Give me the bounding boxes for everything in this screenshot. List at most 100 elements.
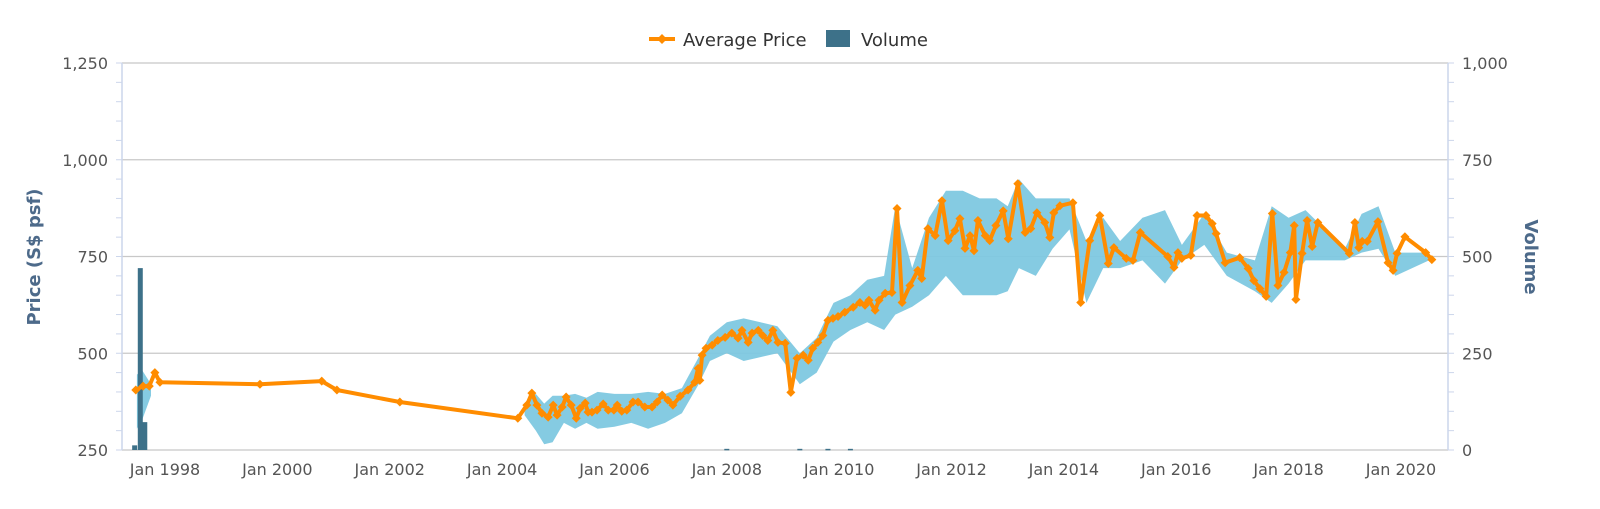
y-axis-right-title: Volume bbox=[1520, 219, 1541, 294]
price-point-marker bbox=[144, 381, 154, 391]
price-point-marker bbox=[622, 405, 632, 415]
price-point-marker bbox=[155, 377, 165, 387]
gridlines bbox=[122, 62, 1448, 451]
price-point-marker bbox=[1302, 216, 1312, 226]
y-axis-left-title: Price (S$ psf) bbox=[24, 188, 45, 325]
price-point-marker bbox=[905, 281, 915, 291]
price-point-marker bbox=[1261, 291, 1271, 301]
price-point-marker bbox=[1020, 228, 1030, 238]
price-point-marker bbox=[1267, 209, 1277, 219]
price-point-marker bbox=[985, 236, 995, 246]
y-right-tick-label: 0 bbox=[1462, 441, 1472, 460]
y-left-tick-label: 750 bbox=[77, 248, 108, 267]
price-point-marker bbox=[548, 400, 558, 410]
price-point-marker bbox=[780, 338, 790, 348]
price-point-marker bbox=[513, 413, 523, 423]
price-point-marker bbox=[592, 405, 602, 415]
price-point-marker bbox=[1211, 229, 1221, 239]
price-point-marker bbox=[1128, 255, 1138, 265]
price-point-marker bbox=[763, 335, 773, 345]
x-tick-label: Jan 2012 bbox=[915, 460, 986, 479]
price-point-marker bbox=[833, 311, 843, 321]
price-point-marker bbox=[773, 337, 783, 347]
price-point-marker bbox=[870, 305, 880, 315]
price-point-marker bbox=[808, 343, 818, 353]
price-point-marker bbox=[640, 402, 650, 412]
price-point-marker bbox=[1279, 267, 1289, 277]
volume-bar bbox=[797, 448, 803, 451]
price-point-marker bbox=[1307, 241, 1317, 251]
x-tick-label: Jan 2008 bbox=[691, 460, 762, 479]
price-point-marker bbox=[683, 385, 693, 395]
price-point-marker bbox=[1392, 248, 1402, 258]
price-point-marker bbox=[753, 325, 763, 335]
x-tick-label: Jan 2016 bbox=[1140, 460, 1211, 479]
price-point-marker bbox=[527, 388, 537, 398]
price-point-marker bbox=[1055, 201, 1065, 211]
price-point-marker bbox=[798, 350, 808, 360]
price-point-marker bbox=[707, 340, 717, 350]
price-point-marker bbox=[768, 325, 778, 335]
price-point-marker bbox=[1220, 258, 1230, 268]
legend-item-volume[interactable]: Volume bbox=[826, 30, 928, 51]
x-tick-label: Jan 2002 bbox=[353, 460, 424, 479]
volume-bar bbox=[724, 448, 730, 451]
y-left-tick-label: 1,250 bbox=[62, 54, 108, 73]
price-point-marker bbox=[1427, 255, 1437, 265]
price-point-marker bbox=[923, 224, 933, 234]
price-point-marker bbox=[887, 287, 897, 297]
price-point-marker bbox=[1421, 248, 1431, 258]
price-point-marker bbox=[737, 325, 747, 335]
price-point-marker bbox=[917, 274, 927, 284]
price-point-marker bbox=[1095, 210, 1105, 220]
x-tick-label: Jan 2018 bbox=[1252, 460, 1323, 479]
price-point-marker bbox=[612, 400, 622, 410]
x-tick-label: Jan 2006 bbox=[578, 460, 649, 479]
price-point-marker bbox=[633, 397, 643, 407]
price-point-marker bbox=[537, 408, 547, 418]
price-point-marker bbox=[1103, 258, 1113, 268]
x-tick-label: Jan 2020 bbox=[1365, 460, 1436, 479]
legend-label-volume: Volume bbox=[861, 30, 928, 51]
price-point-marker bbox=[552, 410, 562, 420]
price-point-marker bbox=[1207, 219, 1217, 229]
price-point-marker bbox=[969, 246, 979, 256]
price-point-marker bbox=[575, 403, 585, 413]
price-point-marker bbox=[758, 330, 768, 340]
price-point-marker bbox=[1285, 248, 1295, 258]
volume-bar bbox=[825, 448, 831, 451]
price-point-marker bbox=[532, 400, 542, 410]
price-point-marker bbox=[131, 385, 141, 395]
volume-bar bbox=[132, 445, 138, 450]
price-point-marker bbox=[991, 221, 1001, 231]
price-point-marker bbox=[522, 400, 532, 410]
volume-bar bbox=[847, 448, 853, 451]
price-point-marker bbox=[1163, 252, 1173, 261]
price-point-marker bbox=[571, 413, 581, 423]
price-point-marker bbox=[1013, 179, 1023, 189]
price-point-marker bbox=[1068, 198, 1078, 208]
price-point-marker bbox=[943, 236, 953, 246]
price-point-marker bbox=[743, 337, 753, 347]
price-point-marker bbox=[1400, 232, 1410, 242]
price-point-marker bbox=[950, 226, 960, 236]
y-right-tick-label: 1,000 bbox=[1462, 54, 1508, 73]
volume-bar bbox=[137, 268, 143, 450]
price-point-marker bbox=[1003, 234, 1013, 244]
legend-label-average-price: Average Price bbox=[683, 30, 807, 51]
y-right-tick-label: 750 bbox=[1462, 151, 1493, 170]
legend-item-average-price[interactable]: Average Price bbox=[649, 30, 807, 51]
price-point-marker bbox=[652, 397, 662, 407]
price-point-marker bbox=[874, 295, 884, 305]
price-point-marker bbox=[786, 387, 796, 397]
price-point-marker bbox=[713, 335, 723, 345]
x-tick-label: Jan 2014 bbox=[1028, 460, 1099, 479]
price-point-marker bbox=[255, 379, 265, 389]
price-point-marker bbox=[1243, 263, 1253, 273]
price-point-marker bbox=[603, 405, 613, 415]
price-point-marker bbox=[1192, 210, 1202, 220]
price-point-marker bbox=[792, 353, 802, 363]
price-point-marker bbox=[566, 400, 576, 410]
price-point-marker bbox=[1373, 217, 1383, 227]
